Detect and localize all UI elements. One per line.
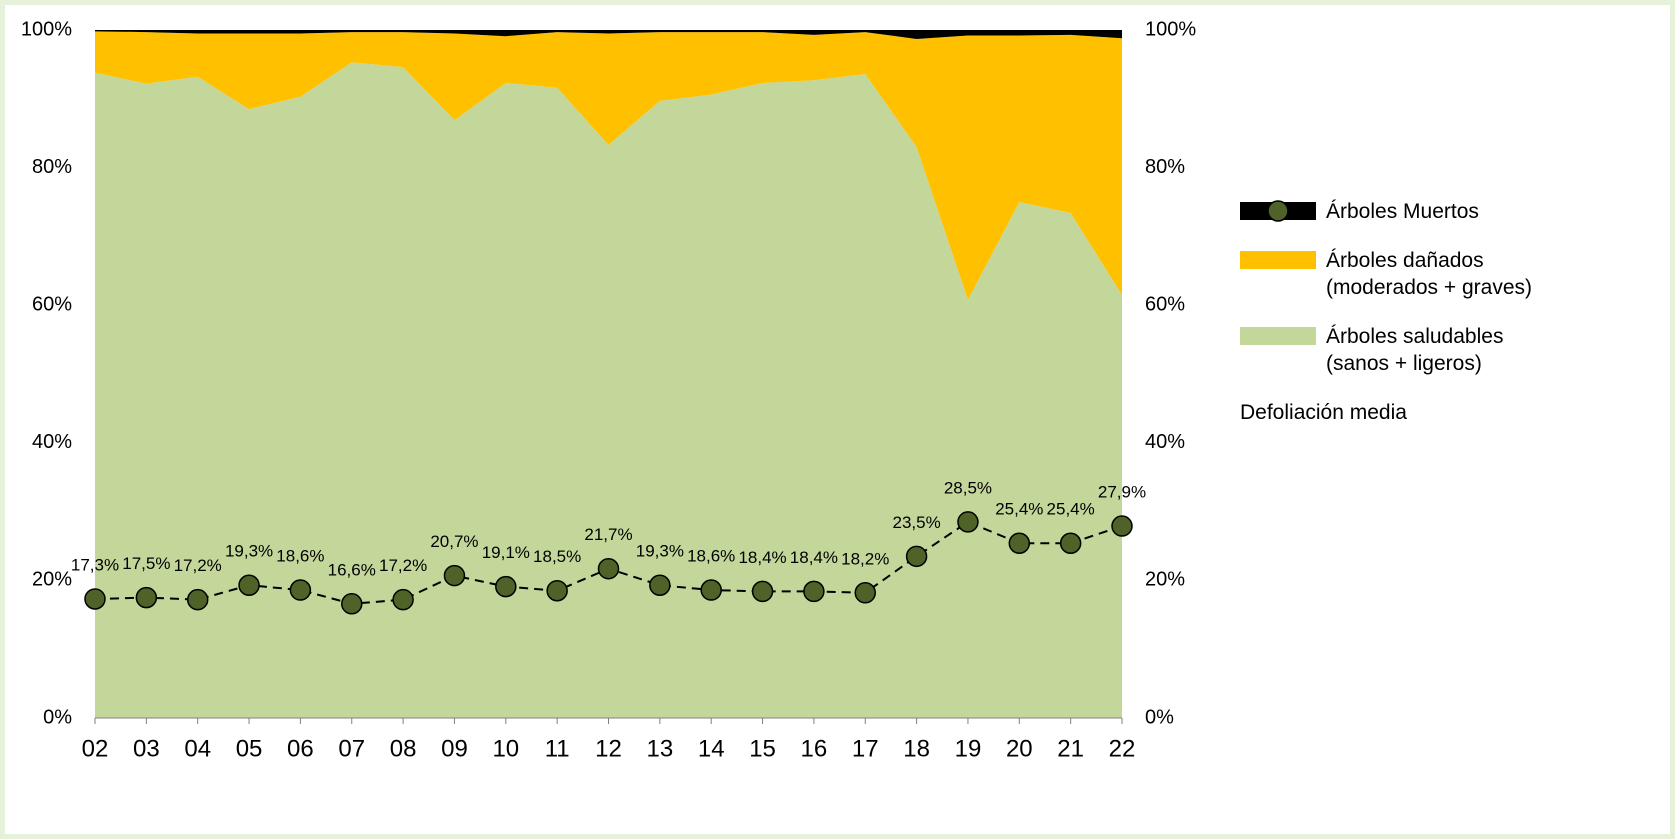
- data-label: 17,3%: [71, 555, 119, 574]
- x-tick-label: 07: [338, 735, 365, 762]
- data-label: 20,7%: [430, 532, 478, 551]
- legend-label: Árboles Muertos: [1326, 200, 1479, 223]
- data-label: 25,4%: [1047, 500, 1095, 519]
- area: [95, 31, 1122, 300]
- marker: [443, 564, 466, 587]
- y2-tick-label: 100%: [1145, 18, 1196, 40]
- y-tick-label: 80%: [32, 156, 72, 178]
- data-label: 18,6%: [687, 547, 735, 566]
- marker: [84, 588, 106, 610]
- marker: [905, 545, 928, 568]
- y-tick-label: 100%: [21, 18, 72, 40]
- x-tick-label: 08: [390, 735, 417, 762]
- marker: [135, 586, 158, 609]
- y2-tick-label: 80%: [1145, 156, 1185, 178]
- x-tick-label: 15: [749, 735, 776, 762]
- data-label: 19,1%: [482, 543, 530, 562]
- legend-item: Árboles saludables (sanos + ligeros): [1240, 323, 1551, 377]
- y-tick-label: 40%: [32, 431, 72, 453]
- x-tick-label: 21: [1057, 735, 1084, 762]
- data-label: 19,3%: [636, 542, 684, 561]
- area: [95, 62, 1122, 718]
- data-label: 17,2%: [379, 556, 427, 575]
- data-label: 16,6%: [328, 560, 376, 579]
- y-tick-label: 0%: [43, 706, 72, 728]
- data-label: 27,9%: [1098, 483, 1146, 502]
- legend: Árboles Muertos Árboles dañados (moderado…: [1240, 198, 1551, 448]
- x-tick-label: 06: [287, 735, 314, 762]
- data-label: 18,5%: [533, 547, 581, 566]
- legend-item: Árboles dañados (moderados + graves): [1240, 247, 1551, 301]
- legend-label: Defoliación media: [1240, 401, 1407, 424]
- marker: [957, 511, 979, 533]
- legend-swatch: [1240, 251, 1316, 269]
- data-label: 28,5%: [944, 478, 992, 497]
- data-label: 25,4%: [995, 500, 1043, 519]
- x-tick-label: 10: [492, 735, 519, 762]
- y2-tick-label: 60%: [1145, 293, 1185, 315]
- y-tick-label: 60%: [32, 293, 72, 315]
- legend-item: Defoliación media: [1240, 200, 1551, 426]
- data-label: 18,2%: [841, 549, 889, 568]
- marker: [1111, 515, 1133, 537]
- x-tick-label: 18: [903, 735, 930, 762]
- y-tick-label: 20%: [32, 569, 72, 591]
- y2-tick-label: 0%: [1145, 706, 1174, 728]
- marker: [1059, 532, 1082, 554]
- x-tick-label: 04: [184, 735, 211, 762]
- area: [95, 30, 1122, 39]
- legend-swatch: [1240, 327, 1316, 345]
- x-tick-label: 09: [441, 735, 468, 762]
- legend-label: Árboles saludables (sanos + ligeros): [1326, 325, 1504, 375]
- marker: [546, 579, 568, 602]
- x-tick-label: 11: [545, 735, 570, 762]
- marker: [289, 579, 312, 601]
- x-tick-label: 13: [646, 735, 673, 762]
- x-tick-label: 17: [852, 735, 879, 762]
- marker: [238, 574, 260, 596]
- data-label: 19,3%: [225, 542, 273, 561]
- marker: [649, 574, 671, 596]
- marker: [751, 580, 774, 603]
- x-tick-label: 20: [1006, 735, 1033, 762]
- marker: [597, 557, 620, 580]
- marker: [186, 588, 209, 611]
- x-tick-label: 02: [82, 735, 109, 762]
- x-tick-label: 22: [1109, 735, 1136, 762]
- marker: [495, 575, 517, 598]
- marker: [1008, 532, 1031, 554]
- x-tick-label: 03: [133, 735, 160, 762]
- data-label: 21,7%: [584, 525, 632, 544]
- x-tick-label: 12: [595, 735, 622, 762]
- data-label: 23,5%: [892, 513, 940, 532]
- marker: [341, 593, 363, 615]
- x-tick-label: 19: [955, 735, 982, 762]
- y2-tick-label: 40%: [1145, 431, 1185, 453]
- marker: [854, 582, 876, 604]
- x-tick-label: 16: [801, 735, 828, 762]
- data-label: 18,6%: [276, 547, 324, 566]
- legend-label: Árboles dañados (moderados + graves): [1326, 249, 1533, 299]
- y2-tick-label: 20%: [1145, 569, 1185, 591]
- x-tick-label: 05: [236, 735, 263, 762]
- marker: [392, 588, 414, 611]
- data-label: 18,4%: [738, 548, 786, 567]
- data-label: 18,4%: [790, 548, 838, 567]
- data-label: 17,5%: [122, 554, 170, 573]
- legend-swatch: [1240, 200, 1316, 222]
- x-tick-label: 14: [698, 735, 725, 762]
- marker: [700, 579, 722, 601]
- data-label: 17,2%: [174, 556, 222, 575]
- marker: [803, 580, 825, 603]
